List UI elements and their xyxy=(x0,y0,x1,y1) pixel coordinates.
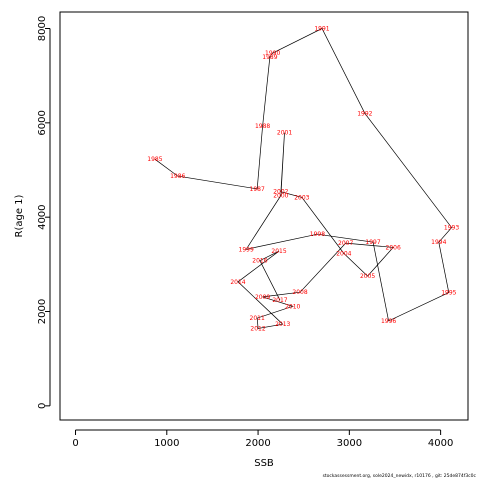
x-tick-label: 4000 xyxy=(428,438,453,449)
y-tick-label: 2000 xyxy=(37,299,48,324)
y-tick-label: 0 xyxy=(37,403,48,409)
year-label-2007: 2007 xyxy=(338,240,353,247)
year-label-2009: 2009 xyxy=(255,294,270,301)
plot-frame xyxy=(59,11,469,421)
y-tick-label: 4000 xyxy=(37,204,48,229)
x-tick-label: 1000 xyxy=(154,438,179,449)
year-label-1993: 1993 xyxy=(444,225,459,232)
x-tick-label: 2000 xyxy=(245,438,270,449)
year-label-2005: 2005 xyxy=(360,273,375,280)
year-label-2004: 2004 xyxy=(336,250,351,257)
year-label-1992: 1992 xyxy=(357,110,372,117)
year-label-2013: 2013 xyxy=(275,321,290,328)
year-label-2012: 2012 xyxy=(250,325,265,332)
year-label-1996: 1996 xyxy=(381,318,396,325)
year-label-1999: 1999 xyxy=(239,246,254,253)
year-label-1989: 1989 xyxy=(262,54,277,61)
year-label-1997: 1997 xyxy=(365,239,380,246)
year-label-1991: 1991 xyxy=(314,26,329,33)
year-label-1998: 1998 xyxy=(310,231,325,238)
year-label-2015: 2015 xyxy=(271,248,286,255)
year-label-1986: 1986 xyxy=(170,173,185,180)
year-label-1987: 1987 xyxy=(250,186,265,193)
year-label-2000: 2000 xyxy=(273,192,288,199)
year-label-2010: 2010 xyxy=(285,303,300,310)
year-label-1995: 1995 xyxy=(441,290,456,297)
year-label-2006: 2006 xyxy=(386,244,401,251)
year-label-2003: 2003 xyxy=(294,194,309,201)
year-label-1994: 1994 xyxy=(431,239,446,246)
recruitment-trajectory-line xyxy=(154,28,453,329)
year-label-2008: 2008 xyxy=(292,289,307,296)
x-axis-title: SSB xyxy=(254,458,274,469)
axes: 0 1000 2000 3000 4000 0 2000 4000 6000 8000 xyxy=(37,16,453,449)
year-label-1988: 1988 xyxy=(255,123,270,130)
year-label-1990: 1990 xyxy=(265,50,280,57)
year-label-2002: 2002 xyxy=(273,189,288,196)
y-axis-title: R(age 1) xyxy=(14,194,25,237)
x-tick-label: 3000 xyxy=(337,438,362,449)
y-tick-label: 8000 xyxy=(37,16,48,41)
year-label-2011: 2011 xyxy=(250,315,265,322)
year-label-2014: 2014 xyxy=(230,279,245,286)
year-label-2001: 2001 xyxy=(277,130,292,137)
year-label-1985: 1985 xyxy=(147,156,162,163)
y-tick-label: 6000 xyxy=(37,110,48,135)
year-label-2016: 2016 xyxy=(252,258,267,265)
x-tick-label: 0 xyxy=(72,438,78,449)
footer-source-text: stockassessment.org, sole2024_newidx, r1… xyxy=(322,474,476,479)
year-label-2017: 2017 xyxy=(272,297,287,304)
